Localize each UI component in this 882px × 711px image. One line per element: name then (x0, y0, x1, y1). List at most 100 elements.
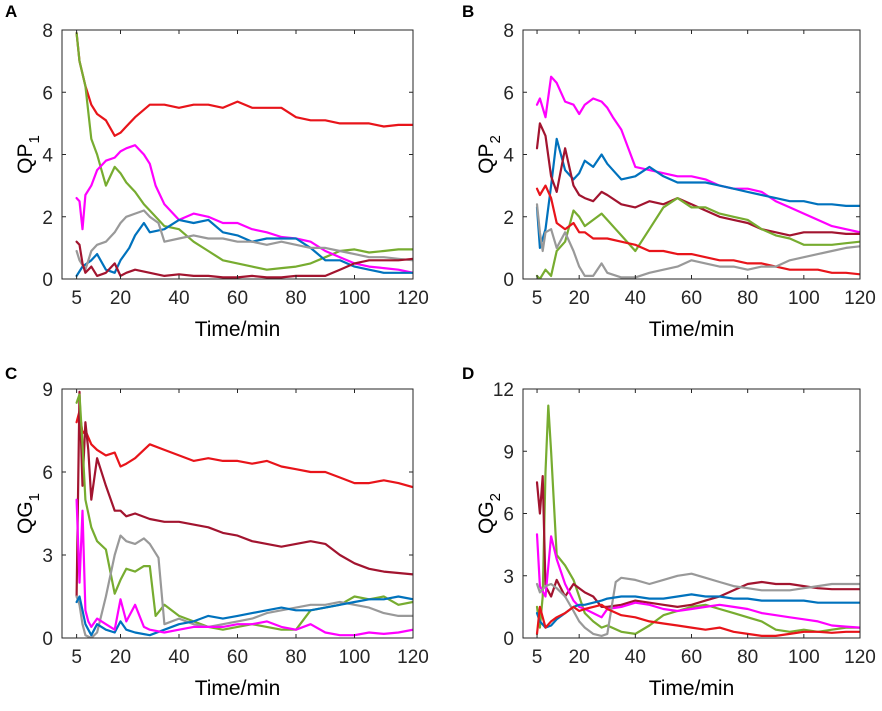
x-tick-label: 80 (285, 647, 306, 668)
x-axis-label: Time/min (649, 318, 735, 341)
series-line-blue (535, 137, 860, 249)
series-line-magenta (535, 533, 860, 629)
y-tick-label: 2 (503, 208, 514, 229)
series-line-darkred (535, 475, 860, 609)
x-tick-label: 100 (339, 288, 371, 309)
series-line-green (75, 393, 413, 631)
x-tick-label: 20 (569, 288, 590, 309)
y-axis-label-sub: 1 (26, 135, 43, 143)
x-tick-label: 60 (681, 288, 702, 309)
x-tick-label: 40 (625, 288, 646, 309)
panel-c: 5 20 40 60 80 100 120 0 3 6 9 Time/min QG1 C (5, 364, 429, 700)
x-tick-label: 20 (110, 647, 131, 668)
y-tick-label: 0 (42, 270, 53, 291)
y-axis-label-main: QG (14, 501, 37, 534)
x-tick-label: 100 (339, 647, 371, 668)
series-group (75, 390, 413, 638)
y-tick-label: 2 (42, 208, 53, 229)
series-line-green (535, 404, 860, 636)
panel-d: 5 20 40 60 80 100 120 0 3 6 9 12 Time/min QG2 D (462, 364, 876, 700)
y-tick-label: 8 (42, 21, 53, 42)
x-tick-label: 120 (844, 288, 876, 309)
series-line-gray (75, 209, 413, 271)
series-line-blue (535, 593, 860, 629)
x-tick-label: 40 (625, 647, 646, 668)
series-line-darkred (75, 240, 413, 279)
x-tick-label: 80 (737, 647, 758, 668)
x-tick-label: 120 (844, 647, 876, 668)
x-tick-label: 60 (681, 647, 702, 668)
series-line-green (75, 31, 413, 271)
y-tick-label: 6 (42, 83, 53, 104)
y-axis-label: QG1 (14, 493, 43, 534)
x-tick-label: 5 (71, 647, 82, 668)
series-line-blue (75, 595, 413, 637)
series-line-magenta (75, 144, 413, 274)
series-line-red (75, 410, 413, 489)
panel-label: B (462, 2, 474, 21)
panel-label: A (5, 2, 17, 21)
x-tick-label: 120 (397, 288, 429, 309)
y-tick-label: 9 (42, 380, 53, 401)
x-tick-label: 120 (397, 647, 429, 668)
y-tick-label: 4 (42, 146, 53, 167)
y-axis-label-main: QP (475, 144, 498, 174)
axes-box (522, 29, 861, 280)
x-tick-label: 5 (532, 647, 543, 668)
panel-a: 5 20 40 60 80 100 120 0 2 4 6 8 Time/min QP1 A (5, 2, 429, 341)
series-line-red (535, 184, 860, 276)
series-line-magenta (75, 498, 413, 637)
x-tick-label: 60 (227, 288, 248, 309)
y-axis-label-main: QG (475, 501, 498, 534)
x-axis-label: Time/min (195, 318, 281, 341)
x-tick-label: 40 (168, 647, 189, 668)
x-tick-label: 80 (737, 288, 758, 309)
series-line-darkred (75, 390, 413, 598)
panel-label: C (5, 364, 17, 383)
x-tick-label: 100 (788, 288, 820, 309)
y-tick-label: 12 (493, 380, 514, 401)
series-line-blue (75, 218, 413, 277)
x-tick-label: 40 (168, 288, 189, 309)
y-tick-label: 4 (503, 146, 514, 167)
y-axis-label-sub: 2 (487, 135, 504, 143)
y-axis-label-sub: 1 (26, 493, 43, 501)
series-line-darkred (535, 122, 860, 237)
series-line-gray (535, 572, 860, 638)
y-axis-label-main: QP (14, 144, 37, 174)
y-tick-label: 3 (503, 567, 514, 588)
x-tick-label: 80 (285, 288, 306, 309)
x-tick-label: 20 (569, 647, 590, 668)
panel-label: D (462, 364, 474, 383)
y-axis-label: QP2 (475, 135, 504, 174)
series-group (535, 404, 860, 638)
series-line-gray (535, 203, 860, 279)
series-line-red (535, 603, 860, 638)
y-axis-label-sub: 2 (487, 493, 504, 501)
series-line-green (535, 197, 860, 279)
series-group (535, 75, 860, 279)
x-tick-label: 20 (110, 288, 131, 309)
series-group (75, 31, 413, 279)
y-tick-label: 8 (503, 21, 514, 42)
y-tick-label: 9 (503, 442, 514, 463)
x-axis-label: Time/min (649, 677, 735, 700)
x-tick-label: 5 (532, 288, 543, 309)
y-tick-label: 0 (503, 629, 514, 650)
x-axis-label: Time/min (195, 677, 281, 700)
y-tick-label: 0 (503, 270, 514, 291)
y-axis-label: QG2 (475, 493, 504, 534)
series-line-gray (75, 534, 413, 638)
x-tick-label: 100 (788, 647, 820, 668)
series-line-red (75, 31, 413, 137)
y-axis-label: QP1 (14, 135, 43, 174)
x-tick-label: 5 (71, 288, 82, 309)
y-tick-label: 3 (42, 546, 53, 567)
x-tick-label: 60 (227, 647, 248, 668)
y-tick-label: 6 (42, 463, 53, 484)
y-tick-label: 6 (503, 83, 514, 104)
y-tick-label: 0 (42, 629, 53, 650)
